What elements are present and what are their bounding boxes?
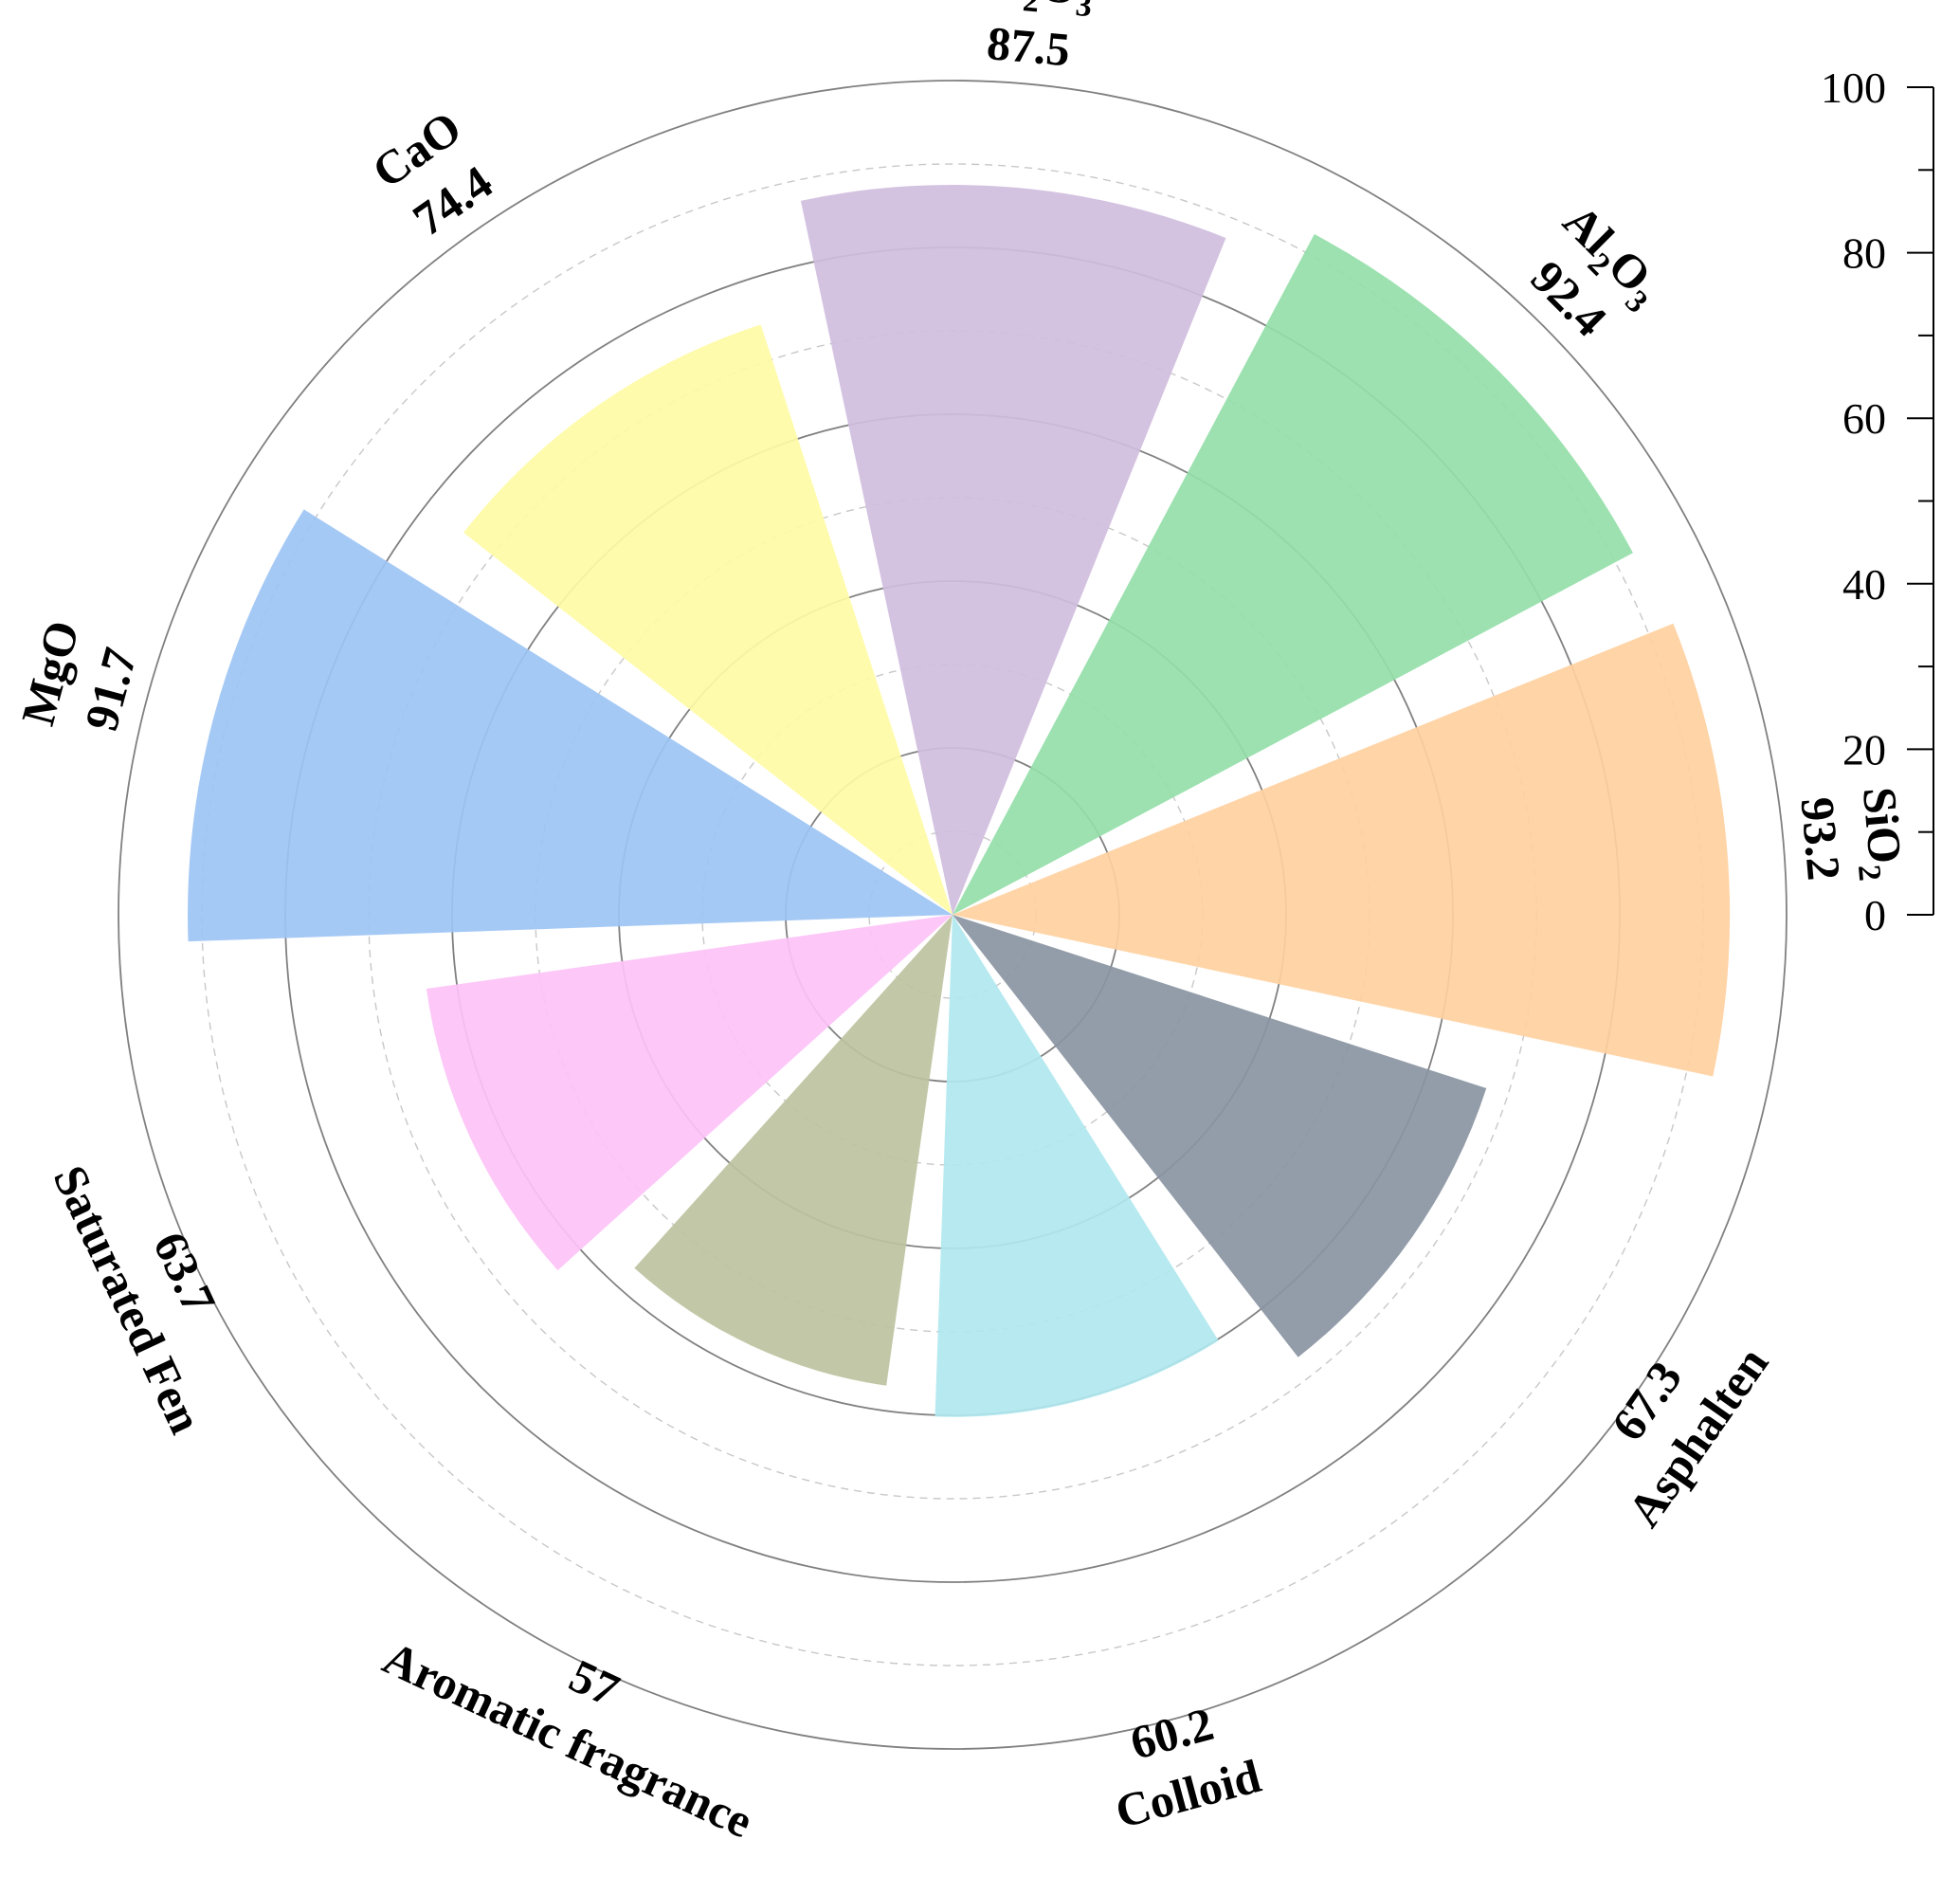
bar-al	[953, 234, 1633, 916]
label-group: Fe2O387.5	[971, 0, 1096, 76]
bar-cao	[463, 324, 953, 915]
value-label: 57	[562, 1648, 627, 1717]
bar-saturated-fen	[426, 915, 953, 1271]
axis-tick-label: 40	[1842, 560, 1886, 609]
radial-axis: 0 20 40 60 80 100	[1821, 64, 1934, 939]
value-label: 60.2	[1125, 1697, 1219, 1770]
axis-tick-label: 20	[1842, 725, 1886, 774]
category-label: Colloid	[1110, 1749, 1266, 1838]
value-label: 87.5	[985, 16, 1072, 76]
bar-colloid	[935, 915, 1219, 1417]
category-label: SiO2	[1844, 785, 1914, 883]
value-label: 93.2	[1791, 795, 1851, 883]
bar-mgo	[188, 509, 953, 942]
bar-aromatic-fragrance	[634, 915, 953, 1386]
axis-tick-label: 60	[1842, 394, 1886, 443]
category-label: Fe2O3	[971, 0, 1096, 24]
bar-asphalten	[953, 915, 1487, 1357]
axis-tick-label: 0	[1864, 891, 1886, 939]
bar-sio	[953, 623, 1731, 1077]
axis-tick-label: 80	[1842, 229, 1886, 278]
axis-tick-label: 100	[1821, 64, 1886, 112]
bars	[188, 185, 1731, 1417]
grid-ring-major	[118, 80, 1788, 1750]
category-label: Aromatic fragrance	[375, 1630, 761, 1848]
bar-fe	[800, 185, 1226, 916]
value-label: 91.7	[74, 642, 147, 736]
